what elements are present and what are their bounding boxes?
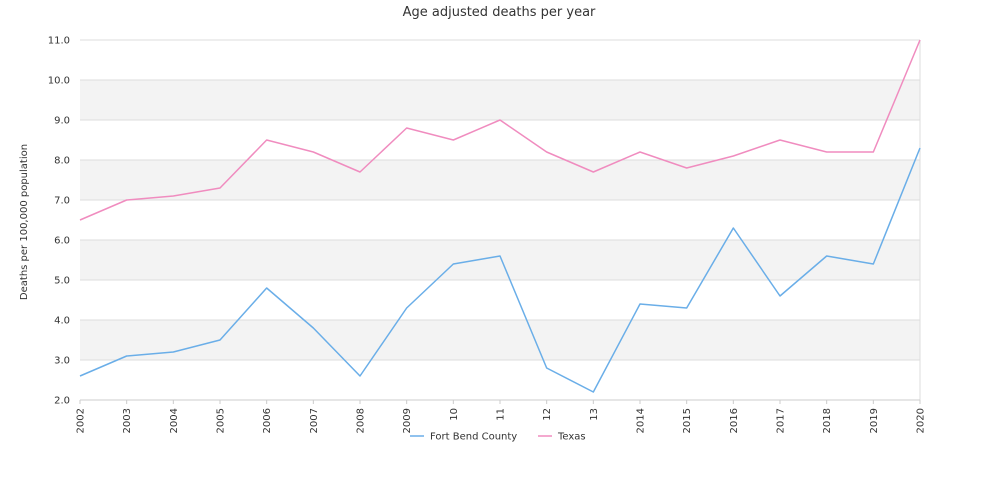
y-tick-label: 11.0 [48, 36, 70, 47]
y-tick-label: 5.0 [54, 276, 70, 287]
grid-bands [80, 40, 920, 400]
grid-band [80, 120, 920, 160]
x-tick-label: 12 [542, 408, 553, 421]
x-tick-label: 2005 [216, 408, 227, 433]
grid-band [80, 40, 920, 80]
y-tick-label: 10.0 [48, 76, 70, 87]
x-tick-label: 10 [449, 408, 460, 421]
x-tick-label: 11 [496, 408, 507, 421]
grid-band [80, 80, 920, 120]
y-tick-label: 8.0 [54, 156, 70, 167]
y-tick-label: 4.0 [54, 316, 70, 327]
x-axis-ticks: 2002 2003 2004 2005 2006 2007 2008 2009 10 11 12 13… [76, 400, 927, 433]
y-tick-label: 3.0 [54, 356, 70, 367]
y-axis-label: Deaths per 100,000 population [19, 144, 30, 300]
x-tick-label: 2018 [822, 408, 833, 433]
x-tick-label: 2009 [402, 408, 413, 433]
x-tick-label: 2017 [776, 408, 787, 433]
x-tick-label: 2016 [729, 408, 740, 433]
y-tick-label: 7.0 [54, 196, 70, 207]
chart-title: Age adjusted deaths per year [403, 5, 596, 20]
legend-label: Fort Bend County [430, 432, 517, 443]
y-tick-label: 2.0 [54, 396, 70, 407]
x-tick-label: 2003 [122, 408, 133, 433]
x-tick-label: 2020 [916, 408, 927, 433]
grid-band [80, 240, 920, 280]
legend-label: Texas [557, 432, 586, 443]
x-tick-label: 2019 [869, 408, 880, 433]
x-tick-label: 2014 [636, 408, 647, 433]
x-tick-label: 2006 [262, 408, 273, 433]
grid-band [80, 360, 920, 400]
x-tick-label: 2002 [76, 408, 87, 433]
y-axis-ticks: 2.0 3.0 4.0 5.0 6.0 7.0 8.0 9.0 10.0 11.0 [48, 36, 70, 407]
x-tick-label: 13 [589, 408, 600, 421]
x-tick-label: 2008 [356, 408, 367, 433]
grid-band [80, 320, 920, 360]
series-line-texas [79, 39, 921, 221]
y-tick-label: 6.0 [54, 236, 70, 247]
grid-band [80, 160, 920, 200]
x-tick-label: 2015 [682, 408, 693, 433]
grid-band [80, 200, 920, 240]
x-tick-label: 2004 [169, 408, 180, 433]
x-tick-label: 2007 [309, 408, 320, 433]
y-tick-label: 9.0 [54, 116, 70, 127]
grid-band [80, 280, 920, 320]
legend: Fort Bend County Texas [410, 432, 586, 443]
series-line-fort-bend-county [79, 147, 921, 393]
series-lines [79, 39, 921, 393]
